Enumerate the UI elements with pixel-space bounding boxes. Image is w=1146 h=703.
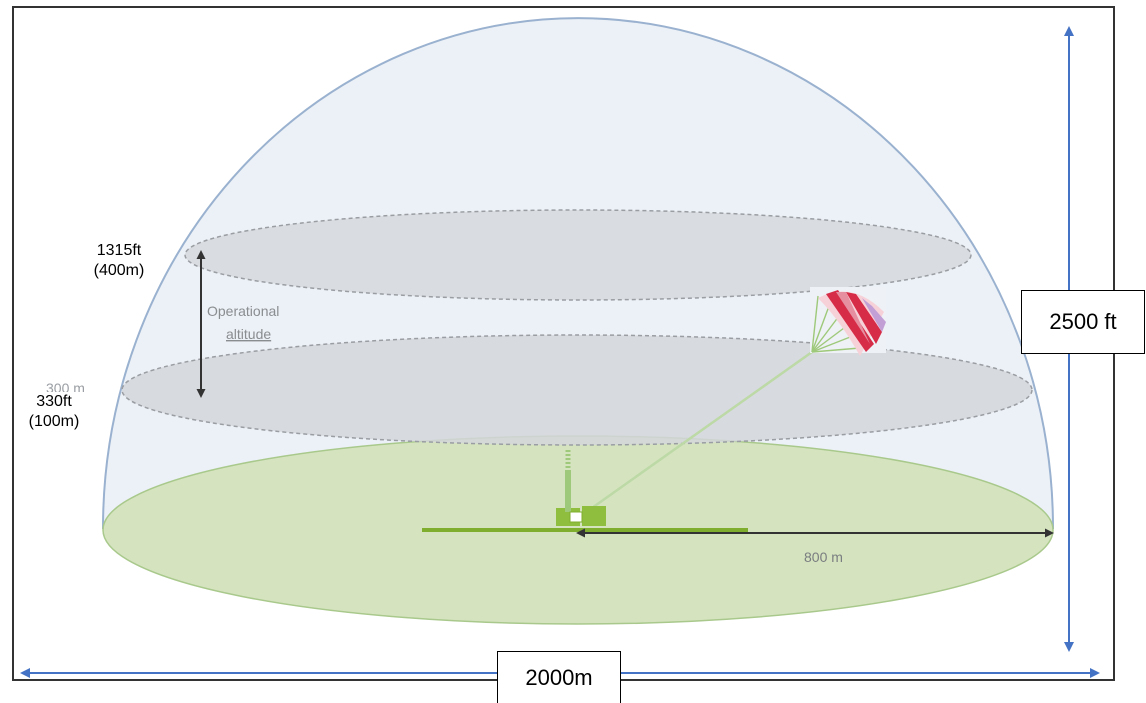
lower-altitude-m: (100m) xyxy=(28,413,80,430)
tether-line xyxy=(574,350,813,522)
lower-altitude-ft: 330ft xyxy=(36,393,72,410)
lower-altitude-label: 330ft (100m) xyxy=(20,392,88,432)
height-label-box: 2500 ft xyxy=(1021,290,1145,354)
width-label: 2000m xyxy=(525,664,593,690)
width-label-box: 2000m xyxy=(497,651,621,703)
upper-altitude-ft: 1315ft xyxy=(96,242,142,259)
upper-altitude-plane xyxy=(184,209,972,301)
height-label: 2500 ft xyxy=(1049,309,1117,334)
kite-icon xyxy=(810,287,886,356)
radius-label: 800 m xyxy=(804,549,843,565)
upper-altitude-m: (400m) xyxy=(93,262,145,279)
lower-altitude-plane xyxy=(121,334,1033,446)
operational-label-line2: altitude xyxy=(226,326,271,342)
operational-label-line1: Operational xyxy=(207,303,279,319)
upper-altitude-label: 1315ft (400m) xyxy=(80,241,158,281)
